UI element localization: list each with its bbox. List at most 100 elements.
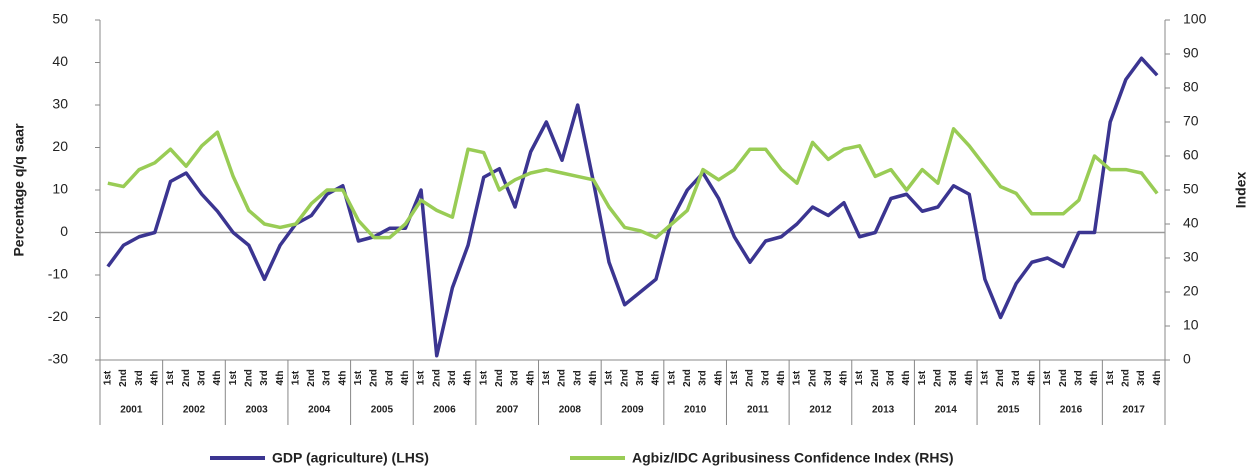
x-tick-label: 1st: [792, 370, 803, 385]
x-tick-label: 2nd: [619, 369, 630, 387]
group-label: 2013: [872, 405, 895, 416]
y2-tick-label: 30: [1183, 249, 1199, 265]
x-tick-label: 1st: [416, 370, 427, 385]
y-tick-label: 0: [60, 223, 68, 239]
x-tick-label: 3rd: [447, 370, 458, 386]
group-label: 2007: [496, 405, 519, 416]
x-tick-label: 4th: [1027, 371, 1038, 386]
x-tick-label: 3rd: [259, 370, 270, 386]
x-tick-label: 2nd: [369, 369, 380, 387]
x-tick-label: 3rd: [886, 370, 897, 386]
y-tick-label: -30: [48, 351, 68, 367]
x-tick-label: 1st: [1105, 370, 1116, 385]
y-tick-label: -20: [48, 308, 68, 324]
group-label: 2012: [809, 405, 832, 416]
y2-tick-label: 60: [1183, 147, 1199, 163]
group-label: 2016: [1060, 405, 1083, 416]
x-tick-label: 1st: [1042, 370, 1053, 385]
x-tick-label: 2nd: [933, 369, 944, 387]
x-tick-label: 3rd: [1074, 370, 1085, 386]
group-label: 2006: [433, 405, 456, 416]
x-tick-label: 4th: [901, 371, 912, 386]
group-label: 2010: [684, 405, 707, 416]
x-tick-label: 1st: [541, 370, 552, 385]
x-tick-label: 4th: [337, 371, 348, 386]
y2-tick-label: 10: [1183, 317, 1199, 333]
x-tick-label: 2nd: [1120, 369, 1131, 387]
y-tick-label: 40: [52, 53, 68, 69]
x-tick-label: 2nd: [870, 369, 881, 387]
x-tick-label: 4th: [588, 371, 599, 386]
y2-tick-label: 100: [1183, 11, 1207, 27]
y-axis-label: Percentage q/q saar: [11, 123, 27, 257]
x-tick-label: 1st: [165, 370, 176, 385]
legend-label: Agbiz/IDC Agribusiness Confidence Index …: [632, 450, 954, 466]
y2-tick-label: 70: [1183, 113, 1199, 129]
x-tick-label: 3rd: [510, 370, 521, 386]
group-label: 2005: [371, 405, 394, 416]
x-tick-label: 2nd: [306, 369, 317, 387]
y2-tick-label: 40: [1183, 215, 1199, 231]
x-tick-label: 1st: [102, 370, 113, 385]
x-tick-label: 4th: [463, 371, 474, 386]
x-tick-label: 1st: [666, 370, 677, 385]
x-tick-label: 2nd: [995, 369, 1006, 387]
x-tick-label: 4th: [776, 371, 787, 386]
y-tick-label: 30: [52, 96, 68, 112]
x-tick-label: 2nd: [682, 369, 693, 387]
x-tick-label: 3rd: [948, 370, 959, 386]
y2-tick-label: 0: [1183, 351, 1191, 367]
group-label: 2004: [308, 405, 331, 416]
y2-tick-label: 90: [1183, 45, 1199, 61]
y2-tick-label: 50: [1183, 181, 1199, 197]
group-label: 2002: [183, 405, 206, 416]
x-tick-label: 4th: [1152, 371, 1163, 386]
x-tick-label: 1st: [478, 370, 489, 385]
x-tick-label: 2nd: [557, 369, 568, 387]
group-label: 2009: [621, 405, 644, 416]
group-label: 2011: [747, 405, 769, 416]
x-tick-label: 3rd: [760, 370, 771, 386]
x-tick-label: 4th: [149, 371, 160, 386]
x-tick-label: 4th: [275, 371, 286, 386]
group-label: 2001: [120, 405, 143, 416]
x-tick-label: 2nd: [494, 369, 505, 387]
x-tick-label: 3rd: [635, 370, 646, 386]
x-tick-label: 1st: [353, 370, 364, 385]
group-label: 2014: [935, 405, 958, 416]
x-tick-label: 2nd: [807, 369, 818, 387]
y2-tick-label: 20: [1183, 283, 1199, 299]
group-label: 2015: [997, 405, 1020, 416]
series-line: [107, 127, 1159, 240]
x-tick-label: 4th: [212, 371, 223, 386]
x-tick-label: 3rd: [823, 370, 834, 386]
x-tick-label: 4th: [839, 371, 850, 386]
series-line: [106, 56, 1159, 358]
x-tick-label: 2nd: [118, 369, 129, 387]
y-tick-label: 10: [52, 181, 68, 197]
x-tick-label: 1st: [228, 370, 239, 385]
x-tick-label: 2nd: [431, 369, 442, 387]
x-tick-label: 4th: [964, 371, 975, 386]
legend-label: GDP (agriculture) (LHS): [272, 450, 429, 466]
x-tick-label: 3rd: [698, 370, 709, 386]
group-label: 2017: [1123, 405, 1146, 416]
y2-axis-label: Index: [1233, 172, 1249, 209]
x-tick-label: 1st: [917, 370, 928, 385]
x-tick-label: 2nd: [243, 369, 254, 387]
group-label: 2003: [245, 405, 268, 416]
y-tick-label: 20: [52, 138, 68, 154]
x-tick-label: 4th: [651, 371, 662, 386]
x-tick-label: 1st: [854, 370, 865, 385]
x-tick-label: 3rd: [384, 370, 395, 386]
x-tick-label: 4th: [400, 371, 411, 386]
x-tick-label: 3rd: [1011, 370, 1022, 386]
y-tick-label: -10: [48, 266, 68, 282]
x-tick-label: 3rd: [322, 370, 333, 386]
x-tick-label: 3rd: [572, 370, 583, 386]
x-tick-label: 1st: [729, 370, 740, 385]
x-tick-label: 1st: [290, 370, 301, 385]
x-tick-label: 2nd: [745, 369, 756, 387]
x-tick-label: 4th: [713, 371, 724, 386]
